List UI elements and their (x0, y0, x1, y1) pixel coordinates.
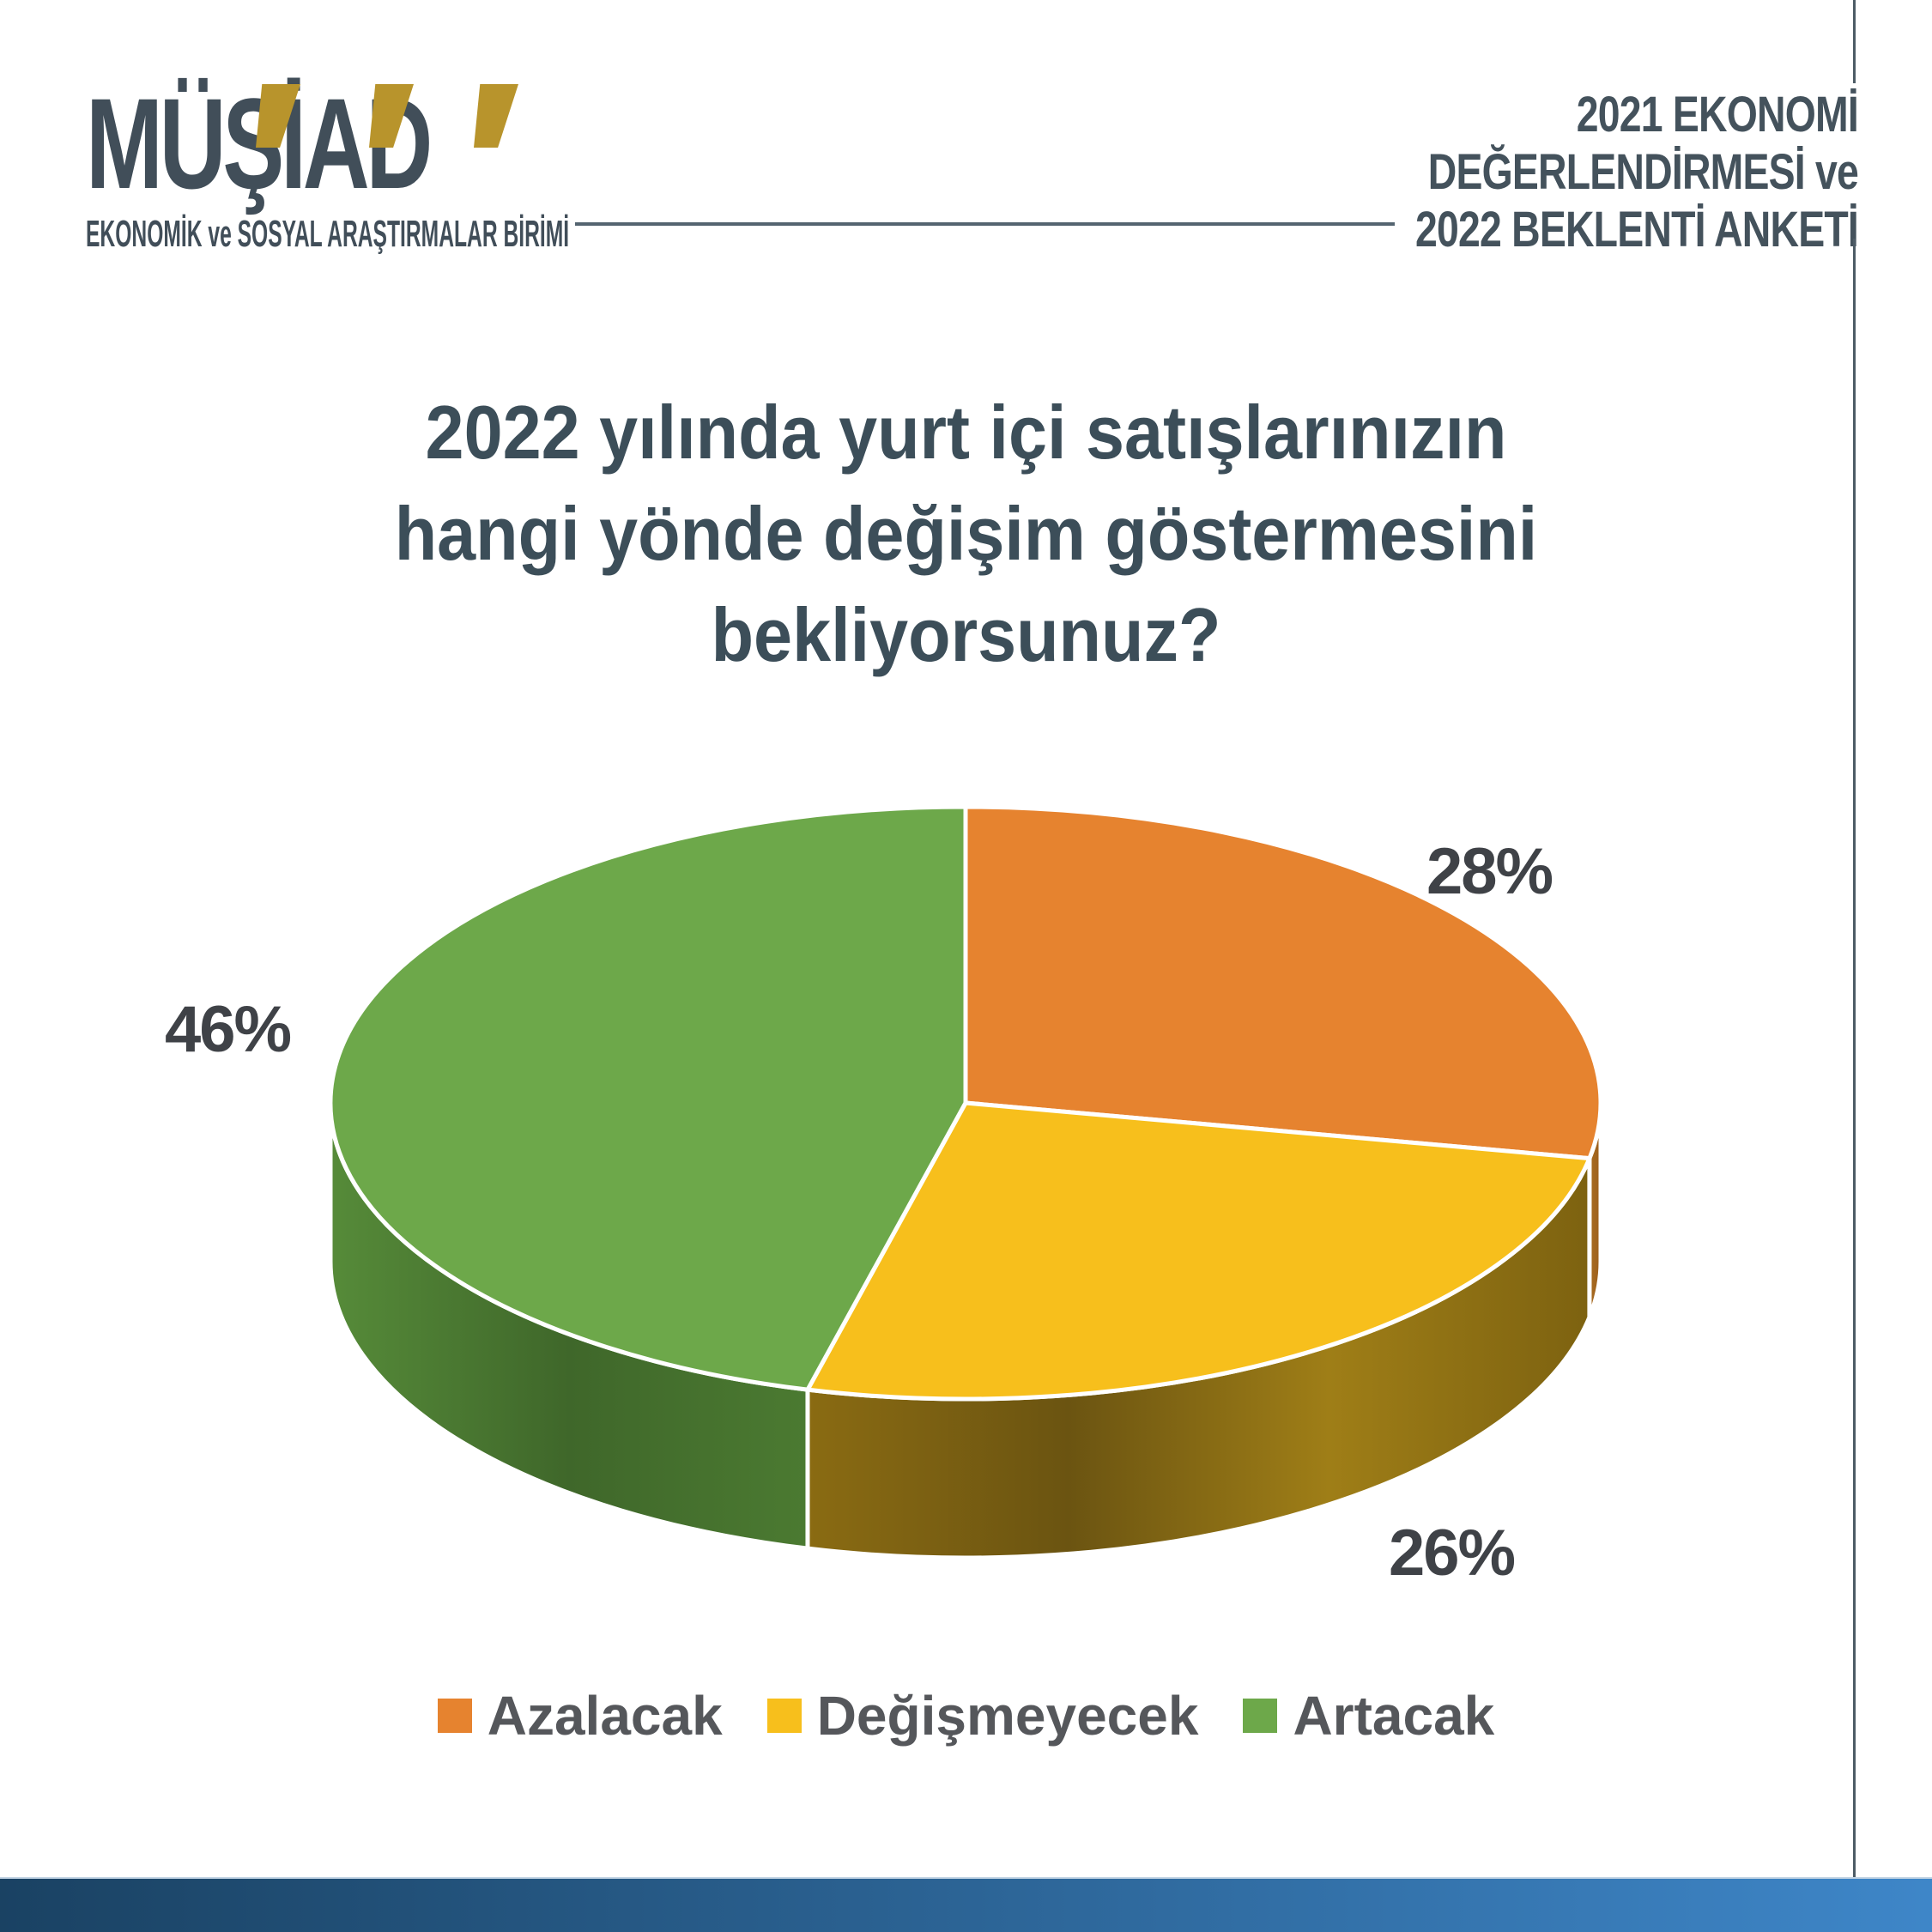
horizontal-divider (575, 222, 1395, 226)
pie-label-artacak: 46% (165, 993, 292, 1066)
legend-item-degismeyecek: Değişmeyecek (766, 1684, 1199, 1747)
legend-swatch-degismeyecek (766, 1699, 802, 1733)
pie-slice-değişmeyecek (805, 1100, 1592, 1402)
pie-label-azalacak: 28% (1426, 835, 1553, 908)
legend-label: Değişmeyecek (816, 1685, 1199, 1747)
logo-subtitle: EKONOMİK ve SOSYAL ARAŞTIRMALAR BİRİMİ (86, 213, 570, 255)
legend-swatch-artacak (1243, 1699, 1278, 1733)
legend-label: Artacak (1293, 1685, 1495, 1747)
footer-accent-bar (0, 1877, 1932, 1932)
pie-slice-artacak (328, 804, 968, 1392)
chart-legend: Azalacak Değişmeyecek Artacak (0, 1684, 1932, 1747)
legend-label: Azalacak (487, 1685, 723, 1747)
musiad-logo: MÜŞİAD EKONOMİK ve SOSYAL ARAŞTIRMALAR B… (86, 79, 949, 256)
legend-swatch-azalacak (437, 1699, 472, 1733)
pie-slice-azalacak (963, 804, 1603, 1161)
legend-item-azalacak: Azalacak (437, 1684, 723, 1747)
vertical-divider-top (1853, 0, 1856, 83)
page-title: 2022 yılında yurt içi satışlarınızın han… (394, 390, 1538, 677)
survey-title: 2021 EKONOMİ DEĞERLENDİRMESİ ve 2022 BEK… (1415, 87, 1859, 257)
vertical-divider-main (1853, 239, 1856, 1877)
pie-label-degismeyecek: 26% (1389, 1517, 1516, 1590)
legend-item-artacak: Artacak (1243, 1684, 1494, 1747)
